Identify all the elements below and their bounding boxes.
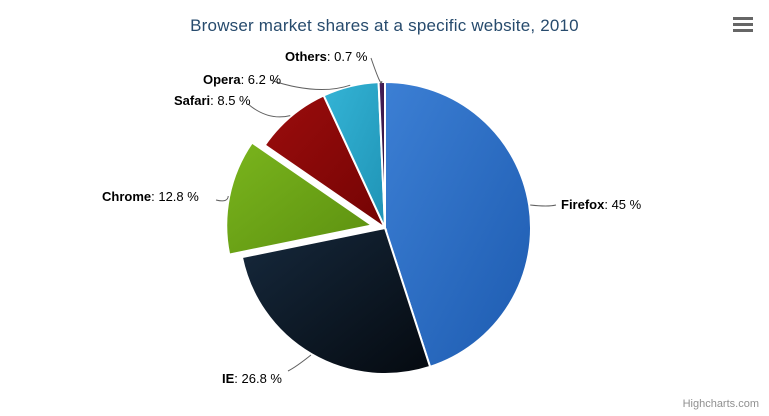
connector-firefox	[530, 204, 557, 207]
pie-label-ie-value: : 26.8 %	[234, 371, 282, 386]
pie-label-firefox: Firefox: 45 %	[561, 197, 641, 212]
hamburger-bar-2	[733, 23, 753, 26]
pie-label-firefox-value: : 45 %	[604, 197, 642, 212]
pie-slice-ie[interactable]	[240, 226, 432, 375]
credits-label: Highcharts.com	[682, 398, 759, 410]
hamburger-menu-icon[interactable]	[730, 12, 756, 36]
pie-label-opera: Opera: 6.2 %	[203, 72, 281, 87]
hamburger-bar-3	[733, 29, 753, 32]
pie-label-chrome-value: : 12.8 %	[151, 189, 199, 204]
connector-opera	[269, 79, 351, 91]
connector-others	[370, 57, 383, 84]
pie-label-safari-name: Safari	[174, 93, 211, 108]
pie-label-others: Others: 0.7 %	[285, 49, 367, 64]
pie-slice-chrome[interactable]	[225, 141, 375, 256]
pie-label-ie: IE: 26.8 %	[222, 371, 282, 386]
pie-label-opera-name: Opera	[203, 72, 241, 87]
pie-label-ie-name: IE	[222, 371, 235, 386]
pie-label-chrome: Chrome: 12.8 %	[102, 189, 199, 204]
pie-slices-group	[225, 80, 532, 375]
pie-label-firefox-name: Firefox	[561, 197, 605, 212]
connector-chrome	[215, 195, 229, 202]
pie-label-connectors	[215, 57, 557, 372]
connector-ie	[287, 354, 312, 372]
connector-safari	[247, 103, 291, 118]
pie-label-opera-value: : 6.2 %	[240, 72, 282, 87]
pie-label-safari-value: : 8.5 %	[210, 93, 251, 108]
pie-label-others-value: : 0.7 %	[326, 49, 368, 64]
chart-title: Browser market shares at a specific webs…	[190, 16, 579, 35]
hamburger-bar-1	[733, 17, 753, 20]
pie-label-others-name: Others	[285, 49, 327, 64]
pie-slice-firefox[interactable]	[384, 80, 532, 369]
pie-label-safari: Safari: 8.5 %	[174, 93, 251, 108]
pie-label-chrome-name: Chrome	[102, 189, 152, 204]
